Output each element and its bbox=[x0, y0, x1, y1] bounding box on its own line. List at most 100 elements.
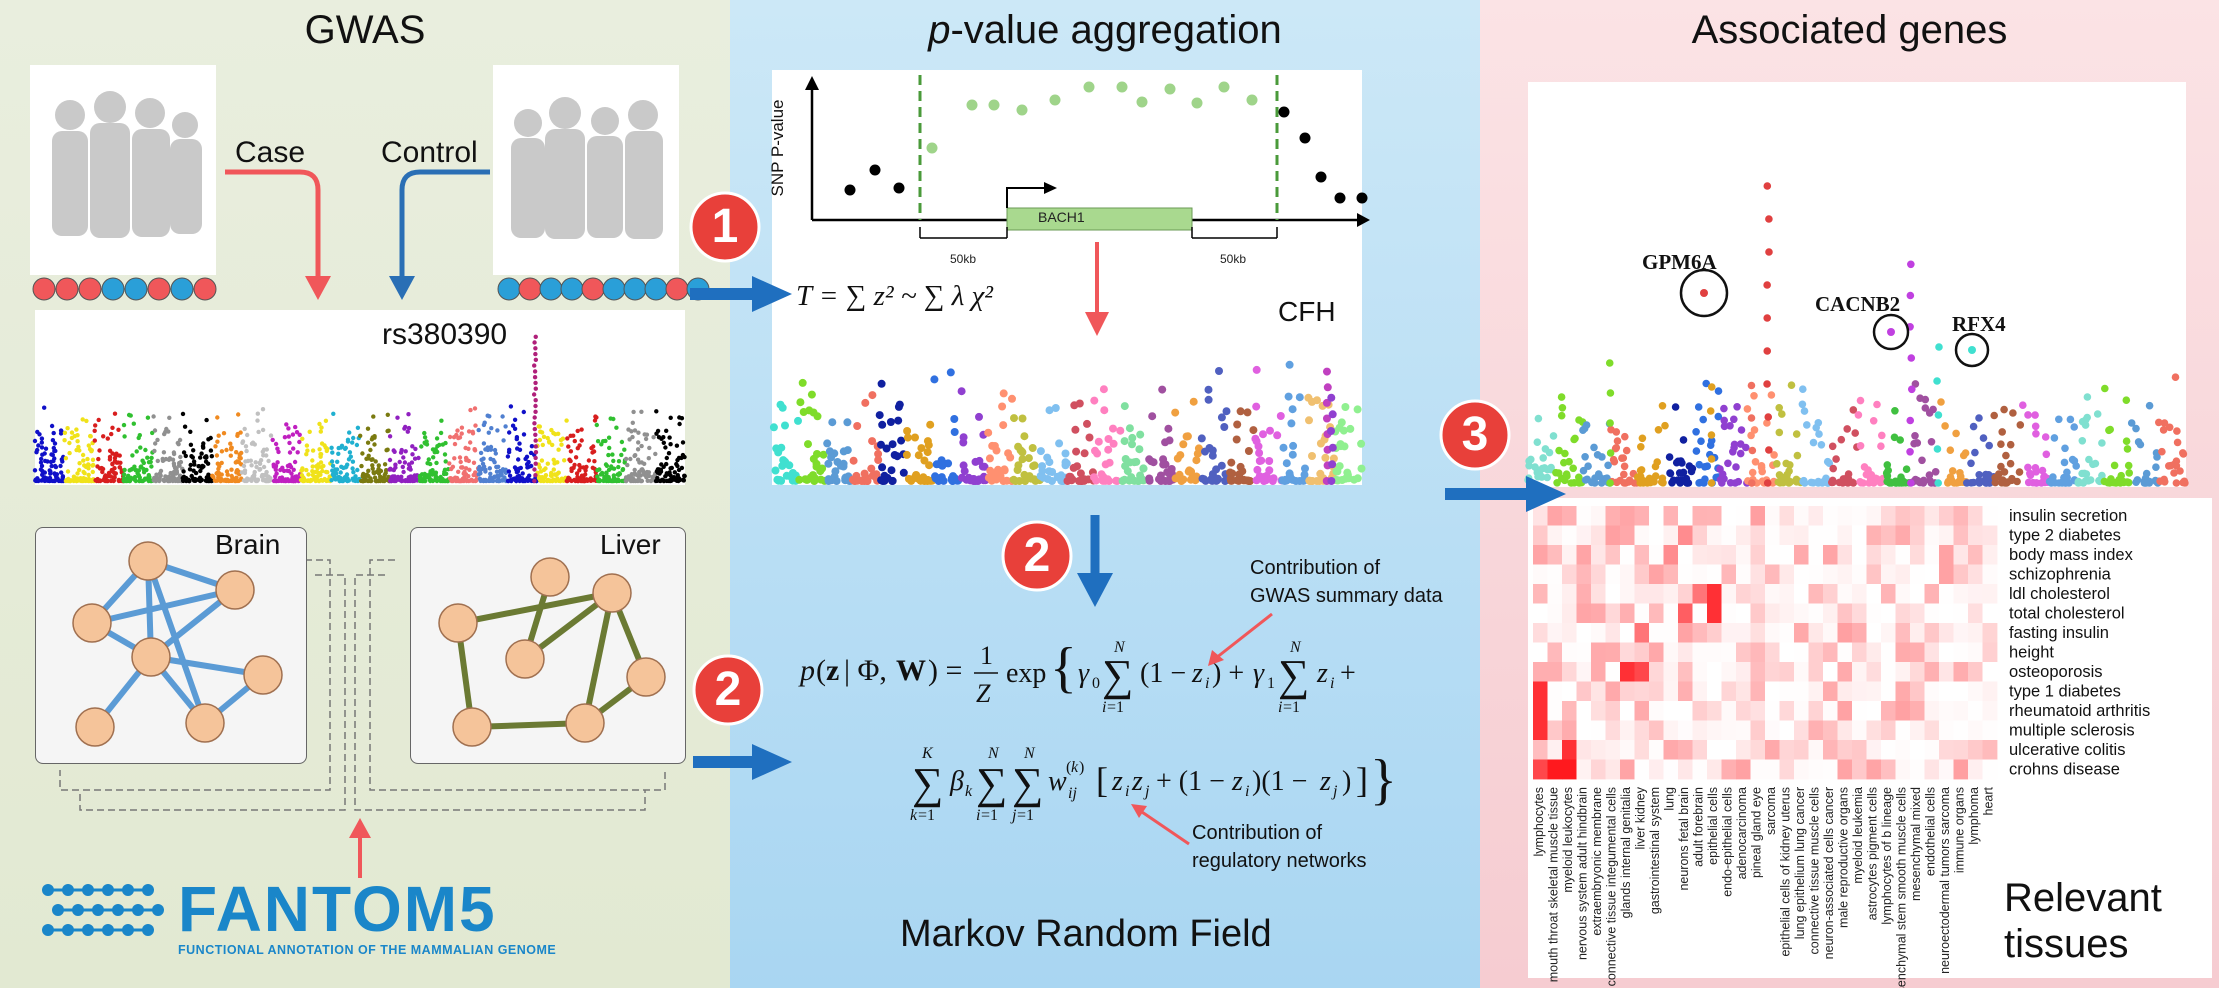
manhattan-point bbox=[1071, 425, 1080, 434]
manhattan-point bbox=[236, 412, 241, 417]
manhattan-point bbox=[442, 452, 448, 457]
manhattan-point bbox=[836, 461, 845, 470]
manhattan-point bbox=[485, 413, 490, 418]
manhattan-point bbox=[566, 444, 571, 449]
manhattan-point bbox=[1604, 461, 1612, 470]
heatmap-cell bbox=[1576, 525, 1592, 546]
manhattan-peak-point bbox=[533, 473, 538, 478]
manhattan-point bbox=[944, 459, 953, 468]
manhattan-point bbox=[676, 455, 682, 461]
heatmap-cell bbox=[1663, 603, 1679, 624]
manhattan-point bbox=[512, 417, 518, 422]
manhattan-point bbox=[481, 464, 487, 469]
manhattan-point bbox=[369, 437, 375, 442]
heatmap-cell bbox=[1663, 506, 1679, 526]
heatmap-cell bbox=[1707, 740, 1722, 760]
heatmap-cell bbox=[1533, 623, 1548, 643]
manhattan-point bbox=[1155, 475, 1163, 484]
manhattan-point bbox=[1896, 436, 1904, 444]
manhattan-point bbox=[816, 467, 825, 476]
heatmap-cell bbox=[1924, 584, 1940, 604]
manhattan-point bbox=[1048, 477, 1056, 485]
manhattan-point bbox=[1268, 477, 1277, 485]
manhattan-point bbox=[664, 461, 669, 467]
manhattan-point bbox=[525, 465, 530, 470]
manhattan-point bbox=[1856, 442, 1865, 450]
manhattan-point bbox=[146, 477, 151, 482]
manhattan-point bbox=[614, 478, 620, 484]
heatmap-cell bbox=[1692, 623, 1708, 643]
manhattan-point bbox=[355, 425, 361, 430]
manhattan-point bbox=[642, 432, 647, 437]
relevant-tissues-line2: tissues bbox=[2004, 922, 2129, 966]
manhattan-point bbox=[266, 458, 271, 464]
manhattan-point bbox=[1533, 438, 1542, 447]
manhattan-point bbox=[1570, 435, 1578, 444]
manhattan-point bbox=[1067, 476, 1076, 485]
manhattan-point bbox=[897, 436, 906, 445]
manhattan-point bbox=[1192, 456, 1201, 465]
manhattan-point bbox=[228, 441, 233, 446]
manhattan-point bbox=[2024, 478, 2033, 487]
manhattan-peak-point bbox=[533, 346, 538, 351]
manhattan-point bbox=[1282, 459, 1291, 468]
heatmap-tissue-label: extraembryonic membrane bbox=[1590, 787, 1604, 936]
manhattan-point bbox=[36, 478, 41, 483]
manhattan-point bbox=[385, 412, 390, 417]
manhattan-point bbox=[2123, 478, 2131, 486]
heatmap-cell bbox=[1953, 584, 1969, 604]
manhattan-point bbox=[39, 445, 45, 450]
heatmap-cell bbox=[1562, 759, 1577, 780]
heatmap-cell bbox=[1779, 623, 1795, 643]
genes-panel: Associated genes GPM6A CACNB2 RFX4 insul… bbox=[1480, 0, 2219, 988]
heatmap-cell bbox=[1982, 584, 1998, 604]
manhattan-point bbox=[140, 458, 145, 463]
manhattan-point bbox=[512, 465, 518, 470]
manhattan-point bbox=[1315, 477, 1324, 485]
svg-text:j: j bbox=[1143, 783, 1150, 800]
manhattan-point bbox=[648, 478, 653, 484]
contribution-gwas-line2: GWAS summary data bbox=[1250, 585, 1443, 607]
manhattan-point bbox=[1179, 440, 1188, 449]
manhattan-point bbox=[91, 462, 96, 468]
heatmap-cell bbox=[1939, 623, 1954, 643]
manhattan-peak-point bbox=[1707, 479, 1716, 487]
manhattan-point bbox=[1194, 444, 1203, 453]
manhattan-point bbox=[234, 478, 239, 484]
manhattan-point bbox=[330, 450, 335, 455]
manhattan-point bbox=[1232, 435, 1241, 444]
manhattan-point bbox=[602, 478, 607, 483]
manhattan-point bbox=[1911, 380, 1920, 388]
manhattan-point bbox=[463, 445, 468, 451]
heatmap-cell bbox=[1982, 564, 1998, 585]
svg-text:(1 −: (1 − bbox=[1140, 658, 1186, 689]
manhattan-point bbox=[204, 455, 209, 460]
manhattan-point bbox=[999, 389, 1008, 398]
heatmap-cell bbox=[1634, 701, 1650, 721]
manhattan-point bbox=[867, 464, 876, 473]
manhattan-point bbox=[1127, 473, 1136, 482]
manhattan-point bbox=[212, 478, 218, 483]
manhattan-point bbox=[616, 459, 622, 464]
manhattan-point bbox=[902, 450, 911, 459]
manhattan-point bbox=[438, 430, 444, 436]
heatmap-cell bbox=[1968, 662, 1983, 682]
manhattan-point bbox=[74, 427, 79, 432]
manhattan-point bbox=[463, 472, 469, 477]
manhattan-point bbox=[1236, 407, 1245, 416]
heatmap-cell bbox=[1823, 564, 1838, 585]
manhattan-point bbox=[39, 463, 45, 469]
manhattan-point bbox=[254, 464, 259, 470]
manhattan-point bbox=[659, 436, 664, 441]
manhattan-point bbox=[2124, 461, 2133, 470]
heatmap-cell bbox=[1881, 506, 1896, 526]
heatmap-cell bbox=[1852, 603, 1867, 624]
manhattan-point bbox=[44, 476, 49, 481]
svg-text:1: 1 bbox=[980, 641, 993, 670]
manhattan-point bbox=[1593, 451, 1602, 459]
manhattan-peak-point bbox=[532, 363, 537, 368]
heatmap-cell bbox=[1924, 662, 1940, 682]
heatmap-cell bbox=[1547, 681, 1563, 702]
manhattan-peak-point bbox=[1606, 479, 1614, 487]
